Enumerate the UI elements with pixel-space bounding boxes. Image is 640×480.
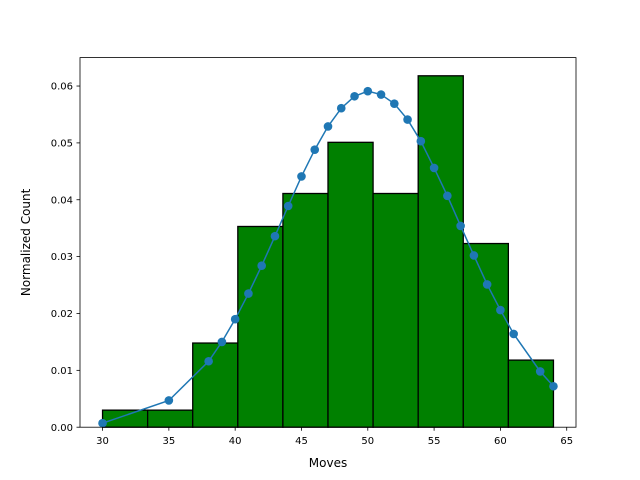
series-point	[403, 115, 412, 124]
x-tick-label: 40	[229, 436, 242, 447]
series-point	[443, 191, 452, 201]
histogram-bars	[101, 75, 555, 428]
x-axis-label: Moves	[309, 456, 347, 470]
series-line-group	[98, 86, 558, 428]
y-tick-label: 0.02	[51, 309, 73, 320]
histogram-bar	[417, 75, 464, 428]
y-tick-label: 0.00	[51, 423, 73, 434]
histogram-bar	[462, 242, 510, 428]
histogram-bar	[237, 225, 284, 428]
y-tick-label: 0.01	[51, 366, 73, 377]
series-point	[549, 381, 558, 391]
series-point	[283, 201, 293, 211]
series-point	[509, 329, 518, 339]
histogram-bar	[101, 409, 149, 428]
x-tick-label: 50	[361, 436, 374, 447]
histogram-bar	[507, 359, 555, 428]
series-point	[535, 367, 545, 376]
histogram-bar	[282, 192, 329, 428]
y-tick-label: 0.06	[51, 82, 73, 93]
y-tick-label: 0.03	[51, 252, 73, 263]
series-point	[217, 337, 227, 347]
series-point	[429, 163, 439, 173]
series-point	[310, 145, 320, 155]
series-point	[496, 305, 505, 315]
series-point	[456, 221, 465, 231]
series-point	[230, 314, 240, 324]
series-point	[244, 289, 253, 298]
series-point	[336, 103, 346, 113]
series-point	[469, 251, 479, 260]
series-point	[204, 356, 213, 366]
series-point	[297, 172, 306, 181]
y-tick-label: 0.04	[51, 195, 73, 206]
x-tick-label: 65	[560, 436, 573, 447]
series-point	[376, 90, 386, 99]
x-tick-label: 55	[428, 436, 441, 447]
histogram-bar	[327, 141, 374, 428]
plot-frame	[79, 57, 577, 428]
x-tick-label: 30	[96, 436, 109, 447]
series-line	[102, 90, 555, 424]
series-point	[482, 280, 492, 289]
y-axis-label: Normalized Count	[19, 188, 33, 296]
series-point	[323, 122, 333, 131]
x-tick-label: 60	[494, 436, 507, 447]
histogram-bar	[192, 342, 239, 428]
series-point	[270, 231, 280, 241]
series-point	[390, 99, 399, 108]
series-point	[363, 86, 373, 96]
x-tick-label: 35	[162, 436, 175, 447]
series-point	[416, 136, 426, 146]
histogram-bar	[372, 192, 419, 428]
series-point	[257, 261, 266, 271]
y-axis-ticks: 0.00 0.01 0.02 0.03 0.04 0.05 0.06	[51, 82, 80, 434]
histogram-bar	[146, 409, 194, 428]
x-axis-ticks: 30 35 40 45 50 55 60 65	[96, 427, 573, 447]
series-point	[164, 396, 174, 405]
series-point	[98, 418, 107, 428]
x-tick-label: 45	[295, 436, 308, 447]
y-tick-label: 0.05	[51, 138, 73, 149]
series-point	[350, 91, 359, 101]
